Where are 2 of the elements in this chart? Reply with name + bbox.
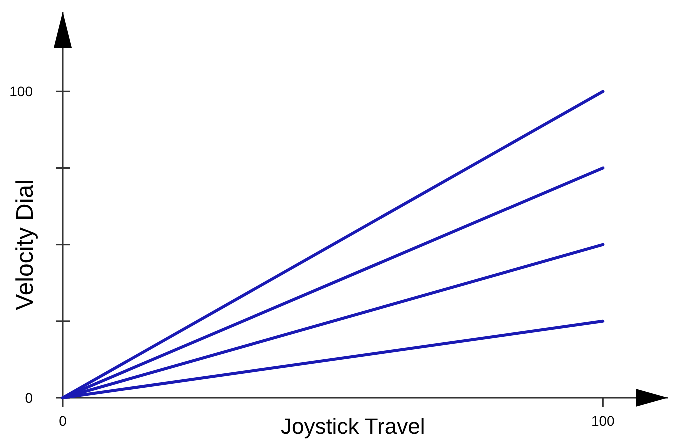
- y-axis-title: Velocity Dial: [12, 180, 39, 310]
- x-axis-title: Joystick Travel: [280, 414, 426, 439]
